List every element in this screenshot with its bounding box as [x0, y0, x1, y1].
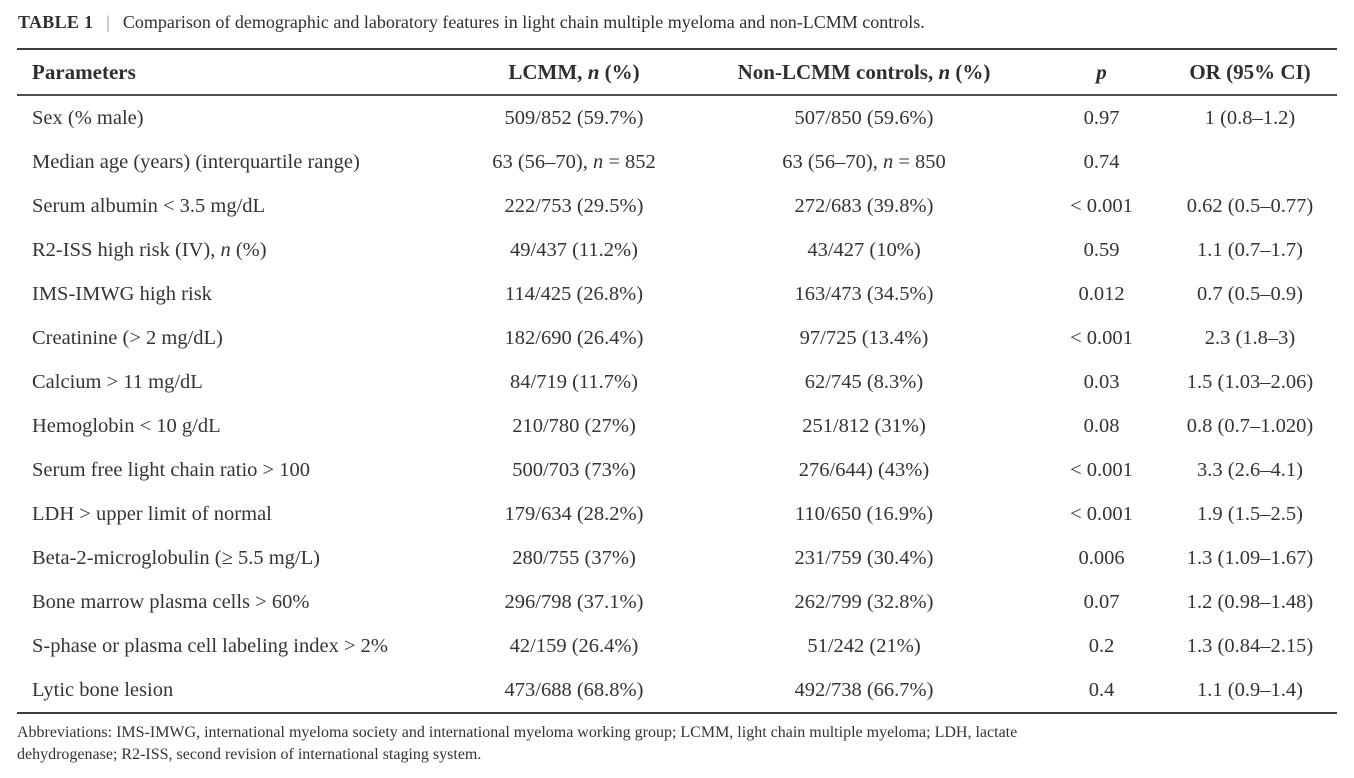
cell-lcmm-value: 114/425 (26.8%) [504, 282, 644, 305]
cell-parameter: IMS-IMWG high risk [32, 282, 212, 305]
cell-non-lcmm-value: 262/799 (32.8%) [794, 590, 934, 613]
cell-p-value: 0.08 [1083, 414, 1120, 437]
table-header-row: Parameters LCMM, n (%) Non-LCMM controls, … [17, 48, 1337, 96]
cell-non-lcmm-value: 231/759 (30.4%) [794, 546, 934, 569]
cell-odds-ratio: 1.1 (0.7–1.7) [1197, 238, 1303, 261]
cell-odds-ratio: 1 (0.8–1.2) [1204, 106, 1296, 129]
cell-non-lcmm-value: 97/725 (13.4%) [799, 326, 929, 349]
cell-odds-ratio: 3.3 (2.6–4.1) [1197, 458, 1303, 481]
table-footnote: Abbreviations: IMS-IMWG, international m… [17, 714, 1337, 766]
cell-odds-ratio: 1.2 (0.98–1.48) [1186, 590, 1314, 613]
cell-parameter: Hemoglobin < 10 g/dL [32, 414, 221, 437]
footnote-line-2: dehydrogenase; R2-ISS, second revision o… [17, 746, 482, 763]
cell-p-value: < 0.001 [1070, 326, 1133, 349]
cell-parameter: Serum free light chain ratio > 100 [32, 458, 310, 481]
cell-parameter: LDH > upper limit of normal [32, 502, 272, 525]
cell-odds-ratio: 1.5 (1.03–2.06) [1186, 370, 1314, 393]
cell-lcmm-value: 509/852 (59.7%) [504, 106, 644, 129]
cell-p-value: 0.2 [1088, 634, 1115, 657]
cell-parameter: Creatinine (> 2 mg/dL) [32, 326, 223, 349]
cell-lcmm-value: 473/688 (68.8%) [504, 678, 644, 701]
table-row: Lytic bone lesion 473/688 (68.8%) 492/73… [17, 668, 1337, 712]
cell-non-lcmm-value: 251/812 (31%) [802, 414, 926, 437]
cell-non-lcmm-value: 492/738 (66.7%) [794, 678, 934, 701]
cell-p-value: < 0.001 [1070, 194, 1133, 217]
cell-lcmm-value: 210/780 (27%) [512, 414, 636, 437]
cell-parameter: R2-ISS high risk (IV), n (%) [32, 238, 267, 261]
cell-p-value: 0.03 [1083, 370, 1120, 393]
caption-separator: | [106, 12, 110, 32]
table-label: TABLE 1 [18, 12, 94, 32]
cell-non-lcmm-value: 163/473 (34.5%) [794, 282, 934, 305]
cell-lcmm-value: 182/690 (26.4%) [504, 326, 644, 349]
cell-non-lcmm-value: 276/644) (43%) [798, 458, 930, 481]
cell-parameter: Median age (years) (interquartile range) [32, 150, 360, 173]
table-row: LDH > upper limit of normal 179/634 (28.… [17, 492, 1337, 536]
cell-odds-ratio: 1.3 (1.09–1.67) [1186, 546, 1314, 569]
cell-odds-ratio: 0.8 (0.7–1.020) [1186, 414, 1314, 437]
cell-parameter: Bone marrow plasma cells > 60% [32, 590, 310, 613]
footnote-line-1: Abbreviations: IMS-IMWG, international m… [17, 724, 1018, 741]
table-caption-text: Comparison of demographic and laboratory… [122, 12, 925, 32]
table-row: Calcium > 11 mg/dL 84/719 (11.7%) 62/745… [17, 360, 1337, 404]
table-row: R2-ISS high risk (IV), n (%) 49/437 (11.… [17, 228, 1337, 272]
table-caption: TABLE 1 | Comparison of demographic and la… [17, 0, 1337, 48]
cell-lcmm-value: 63 (56–70), n = 852 [492, 150, 656, 173]
cell-p-value: < 0.001 [1070, 458, 1133, 481]
cell-parameter: Beta-2-microglobulin (≥ 5.5 mg/L) [32, 546, 320, 569]
cell-p-value: 0.97 [1083, 106, 1120, 129]
table-row: Serum albumin < 3.5 mg/dL 222/753 (29.5%… [17, 184, 1337, 228]
column-header: p [1096, 59, 1107, 84]
cell-lcmm-value: 280/755 (37%) [512, 546, 636, 569]
cell-p-value: 0.006 [1078, 546, 1125, 569]
cell-lcmm-value: 179/634 (28.2%) [504, 502, 644, 525]
column-header: Non-LCMM controls, n (%) [737, 59, 991, 84]
cell-parameter: Sex (% male) [32, 106, 144, 129]
cell-odds-ratio: 0.7 (0.5–0.9) [1197, 282, 1303, 305]
column-header: Parameters [32, 59, 136, 84]
column-header: OR (95% CI) [1189, 59, 1311, 84]
cell-p-value: 0.4 [1088, 678, 1115, 701]
cell-lcmm-value: 222/753 (29.5%) [504, 194, 644, 217]
table-row: Hemoglobin < 10 g/dL 210/780 (27%) 251/8… [17, 404, 1337, 448]
cell-p-value: 0.07 [1083, 590, 1120, 613]
cell-p-value: < 0.001 [1070, 502, 1133, 525]
data-table: Parameters LCMM, n (%) Non-LCMM controls, … [17, 48, 1337, 714]
table-row: Serum free light chain ratio > 100 500/7… [17, 448, 1337, 492]
cell-lcmm-value: 42/159 (26.4%) [509, 634, 639, 657]
table-body: Sex (% male) 509/852 (59.7%) 507/850 (59… [17, 96, 1337, 714]
cell-non-lcmm-value: 62/745 (8.3%) [804, 370, 924, 393]
cell-lcmm-value: 49/437 (11.2%) [510, 238, 638, 261]
cell-parameter: Lytic bone lesion [32, 678, 174, 701]
table-row: IMS-IMWG high risk 114/425 (26.8%) 163/4… [17, 272, 1337, 316]
cell-p-value: 0.59 [1083, 238, 1120, 261]
cell-non-lcmm-value: 507/850 (59.6%) [794, 106, 934, 129]
cell-odds-ratio: 0.62 (0.5–0.77) [1186, 194, 1314, 217]
cell-p-value: 0.74 [1083, 150, 1120, 173]
cell-odds-ratio: 2.3 (1.8–3) [1204, 326, 1296, 349]
cell-odds-ratio: 1.9 (1.5–2.5) [1197, 502, 1303, 525]
cell-non-lcmm-value: 272/683 (39.8%) [794, 194, 934, 217]
cell-lcmm-value: 296/798 (37.1%) [504, 590, 644, 613]
cell-parameter: S-phase or plasma cell labeling index > … [32, 634, 388, 657]
cell-p-value: 0.012 [1078, 282, 1125, 305]
cell-parameter: Serum albumin < 3.5 mg/dL [32, 194, 266, 217]
cell-non-lcmm-value: 43/427 (10%) [807, 238, 921, 261]
cell-non-lcmm-value: 63 (56–70), n = 850 [782, 150, 946, 173]
cell-non-lcmm-value: 51/242 (21%) [807, 634, 921, 657]
table-row: Beta-2-microglobulin (≥ 5.5 mg/L) 280/75… [17, 536, 1337, 580]
table-row: Median age (years) (interquartile range)… [17, 140, 1337, 184]
table-row: Bone marrow plasma cells > 60% 296/798 (… [17, 580, 1337, 624]
cell-odds-ratio: 1.3 (0.84–2.15) [1186, 634, 1314, 657]
table-row: S-phase or plasma cell labeling index > … [17, 624, 1337, 668]
cell-odds-ratio: 1.1 (0.9–1.4) [1197, 678, 1303, 701]
cell-lcmm-value: 500/703 (73%) [512, 458, 636, 481]
cell-non-lcmm-value: 110/650 (16.9%) [794, 502, 934, 525]
cell-lcmm-value: 84/719 (11.7%) [510, 370, 638, 393]
column-header: LCMM, n (%) [508, 59, 640, 84]
table-row: Sex (% male) 509/852 (59.7%) 507/850 (59… [17, 96, 1337, 140]
cell-parameter: Calcium > 11 mg/dL [32, 370, 203, 393]
table-row: Creatinine (> 2 mg/dL) 182/690 (26.4%) 9… [17, 316, 1337, 360]
